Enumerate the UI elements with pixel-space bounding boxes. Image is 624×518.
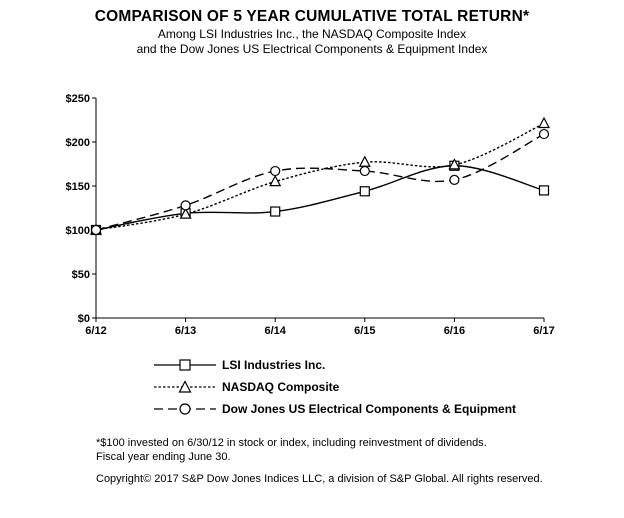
chart-axes: $0 $50 $100 $150 $200 $250 6/12 6/13 6/14 6/15 6/1… <box>66 93 555 337</box>
legend-label-dow-jones: Dow Jones US Electrical Components & Equ… <box>222 402 517 416</box>
data-point-square <box>538 185 550 196</box>
chart-series-layer <box>90 116 550 236</box>
x-tick-label: 6/17 <box>533 325 554 337</box>
data-point-circle <box>538 128 550 140</box>
series-line-2 <box>95 133 545 231</box>
chart-legend: LSI Industries Inc. NASDAQ Composite Dow… <box>152 354 516 420</box>
legend-label-lsi: LSI Industries Inc. <box>222 358 326 372</box>
line-chart: $0 $50 $100 $150 $200 $250 6/12 6/13 6/14 6/15 6/1… <box>66 93 555 337</box>
x-tick-label: 6/16 <box>444 325 465 337</box>
data-point-triangle <box>448 158 461 170</box>
y-tick-label: $200 <box>66 137 90 149</box>
data-point-circle <box>449 174 460 185</box>
legend-item-lsi: LSI Industries Inc. <box>152 354 516 376</box>
y-tick-label: $250 <box>66 93 90 105</box>
data-point-triangle <box>358 155 371 167</box>
footnote-fiscal-year: Fiscal year ending June 30. <box>96 451 231 463</box>
chart-subtitle-line-2: and the Dow Jones US Electrical Componen… <box>136 42 488 56</box>
data-point-circle <box>270 165 281 177</box>
x-tick-label: 6/12 <box>85 325 106 337</box>
legend-item-dow-jones: Dow Jones US Electrical Components & Equ… <box>152 398 516 420</box>
legend-label-nasdaq: NASDAQ Composite <box>222 380 340 394</box>
chart-title: COMPARISON OF 5 YEAR CUMULATIVE TOTAL RE… <box>94 8 530 25</box>
data-point-circle <box>180 200 191 211</box>
x-tick-label: 6/14 <box>264 325 286 337</box>
data-point-circle <box>359 165 370 177</box>
data-point-square <box>359 186 370 197</box>
legend-swatch-square-solid <box>154 359 216 371</box>
x-tick-label: 6/13 <box>175 325 196 337</box>
y-tick-label: $100 <box>66 225 90 237</box>
legend-item-nasdaq: NASDAQ Composite <box>152 376 516 398</box>
y-tick-label: $0 <box>78 313 90 325</box>
data-point-triangle <box>269 174 282 187</box>
y-tick-label: $50 <box>72 269 90 281</box>
series-line-1 <box>95 122 545 231</box>
footnote-investment: *$100 invested on 6/30/12 in stock or in… <box>96 437 487 449</box>
series-line-0 <box>95 165 545 231</box>
data-point-triangle <box>538 116 550 129</box>
legend-swatch-triangle-dotted <box>154 380 216 393</box>
data-point-triangle <box>179 207 192 219</box>
y-tick-label: $150 <box>66 181 90 193</box>
data-point-square <box>270 206 281 217</box>
data-point-circle <box>90 224 102 236</box>
chart-subtitle-line-1: Among LSI Industries Inc., the NASDAQ Co… <box>157 27 467 41</box>
legend-swatch-circle-dashed <box>154 403 216 415</box>
x-tick-label: 6/15 <box>354 325 375 337</box>
footnote-copyright: Copyright© 2017 S&P Dow Jones Indices LL… <box>96 473 543 485</box>
